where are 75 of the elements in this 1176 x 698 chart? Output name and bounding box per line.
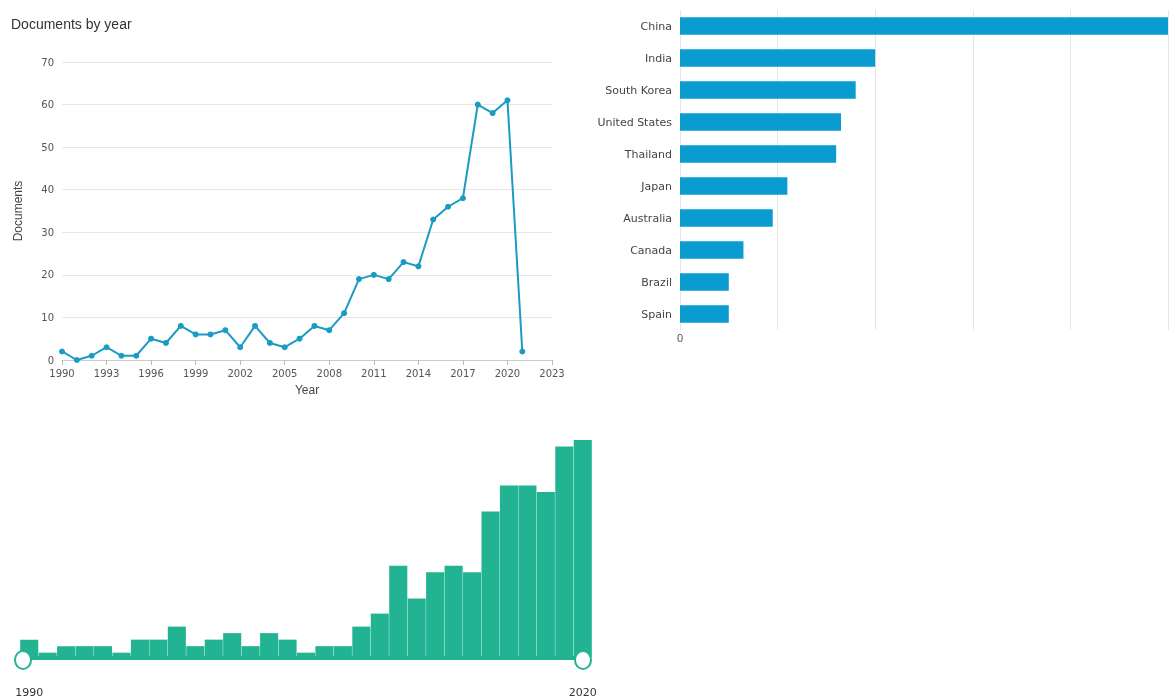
point bbox=[222, 327, 229, 334]
point bbox=[133, 352, 140, 359]
point bbox=[266, 339, 273, 346]
point bbox=[415, 263, 422, 270]
point bbox=[445, 203, 452, 210]
bar bbox=[680, 273, 729, 291]
y-tick-label: Spain bbox=[641, 307, 673, 321]
bar bbox=[680, 177, 788, 195]
point bbox=[177, 322, 184, 329]
bar bbox=[680, 241, 744, 259]
point bbox=[148, 335, 155, 342]
bar bbox=[680, 305, 729, 323]
point bbox=[459, 195, 466, 202]
x-tick-label: 2020 bbox=[568, 686, 597, 698]
point bbox=[207, 331, 214, 338]
text: 0 bbox=[677, 331, 684, 344]
point bbox=[400, 259, 407, 266]
point bbox=[281, 344, 288, 351]
point bbox=[341, 310, 348, 317]
bar bbox=[680, 145, 837, 163]
y-tick-label: 20 bbox=[41, 269, 54, 281]
y-tick-label: 30 bbox=[41, 226, 54, 238]
point bbox=[370, 271, 377, 278]
point bbox=[326, 327, 333, 334]
x-tick-label: 2011 bbox=[361, 367, 387, 379]
point bbox=[103, 344, 110, 351]
x-tick-label: 1996 bbox=[138, 367, 164, 379]
y-tick-label: 40 bbox=[41, 184, 54, 196]
bar bbox=[680, 209, 773, 227]
point bbox=[237, 344, 244, 351]
point bbox=[385, 276, 392, 283]
x-tick-label: 2023 bbox=[539, 367, 565, 379]
x-tick-label: 2005 bbox=[272, 367, 298, 379]
x-tick-label: 1990 bbox=[49, 367, 75, 379]
bar bbox=[680, 81, 856, 99]
y-axis-title: Documents bbox=[11, 180, 25, 242]
y-tick-label: Brazil bbox=[641, 275, 672, 289]
x-tick-label: 1993 bbox=[93, 367, 120, 379]
point bbox=[489, 110, 496, 117]
y-tick-label: 0 bbox=[47, 354, 54, 366]
y-tick-label: 60 bbox=[41, 99, 54, 111]
y-tick-label: United States bbox=[597, 115, 673, 129]
x-tick-label: 2008 bbox=[316, 367, 342, 379]
point bbox=[311, 322, 318, 329]
point bbox=[88, 352, 95, 359]
x-tick-label: 2002 bbox=[227, 367, 253, 379]
x-tick-label: 1999 bbox=[182, 367, 209, 379]
y-tick-label: Canada bbox=[630, 243, 672, 257]
point bbox=[118, 352, 125, 359]
x-tick-label: 2020 bbox=[494, 367, 521, 379]
x-axis-title: Year bbox=[294, 383, 320, 397]
y-tick-label: 50 bbox=[41, 141, 54, 153]
x-tick-label: 2017 bbox=[450, 367, 476, 379]
y-tick-label: Thailand bbox=[623, 147, 672, 161]
chart-title: Documents by year bbox=[11, 16, 132, 32]
bar bbox=[680, 113, 842, 131]
point bbox=[252, 322, 259, 329]
y-tick-label: 10 bbox=[41, 311, 54, 323]
y-tick-label: South Korea bbox=[605, 83, 672, 97]
y-tick-label: 70 bbox=[41, 56, 54, 68]
y-tick-label: Australia bbox=[623, 211, 672, 225]
point bbox=[474, 101, 481, 108]
point bbox=[59, 348, 65, 355]
y-tick-label: China bbox=[640, 19, 672, 33]
y-tick-label: India bbox=[645, 51, 672, 65]
point bbox=[73, 357, 80, 363]
x-tick-label: 1990 bbox=[15, 686, 44, 698]
x-tick-label: 2014 bbox=[405, 367, 432, 379]
bar bbox=[680, 49, 876, 67]
point bbox=[192, 331, 199, 338]
point bbox=[355, 276, 362, 283]
point bbox=[430, 216, 437, 223]
bar bbox=[680, 17, 1168, 35]
point bbox=[162, 339, 169, 346]
y-tick-label: Japan bbox=[640, 179, 673, 193]
